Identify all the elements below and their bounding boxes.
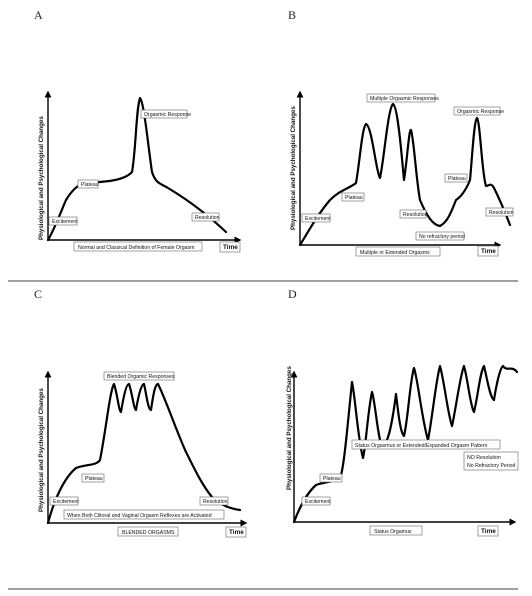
panel-d-no-resolution-box — [463, 451, 519, 471]
panel-a-time-label: Time — [223, 244, 238, 251]
panel-a-excitement-label: Excitement — [52, 219, 78, 225]
panel-a-excitement-box — [48, 216, 78, 226]
panel-a: A Physiological and Psychological Change… — [34, 8, 242, 253]
panel-a-resolution-box — [191, 212, 220, 222]
panel-b-time-box — [477, 245, 499, 257]
panel-d-plateau-box — [319, 473, 343, 483]
panel-c-blended-label: Blended Orgamic Responses — [107, 374, 175, 380]
panel-d-response-curve — [292, 364, 519, 524]
panel-c-x-label: BLENDED ORGASMS — [122, 530, 175, 536]
panel-c-reflexes-box — [63, 509, 225, 520]
panel-b-no-refractory-box — [415, 231, 465, 241]
panel-a-time-box — [219, 241, 241, 253]
panel-b-orgasmic-label: Orgasmic Response — [457, 109, 504, 115]
panel-d-excitement-label: Excitement — [305, 499, 331, 505]
panel-b-excitement-box — [301, 213, 331, 223]
panel-d: D Physiological and Psychological Change… — [286, 287, 519, 537]
panel-b-letter: B — [288, 8, 296, 22]
panel-d-y-label: Physiological and Psychological Changes — [286, 366, 293, 490]
panel-b-y-label: Physiological and Psychological Changes — [290, 106, 297, 230]
panel-c-plateau-label: Plateau — [85, 476, 103, 482]
panel-d-letter: D — [288, 287, 297, 301]
panel-b-excitement-label: Excitement — [305, 216, 331, 222]
panel-a-orgasmic-box — [140, 109, 188, 119]
panel-b-plateau1-label: Plateau — [345, 195, 363, 201]
panel-b-resolution2-box — [485, 207, 514, 217]
panel-d-x-label-box — [369, 525, 423, 536]
panel-c-plateau-box — [81, 473, 105, 483]
panel-c: C Physiological and Psychological Change… — [34, 287, 248, 538]
panel-d-status-box — [351, 439, 501, 450]
panel-d-excitement-box — [301, 496, 331, 506]
panel-c-excitement-box — [49, 496, 79, 506]
panel-a-y-label: Physiological and Psychological Changes — [38, 116, 45, 240]
panel-b-no-refractory-label: No refractory period — [419, 234, 465, 240]
panel-a-x-label: Normal and Classical Definition of Femal… — [78, 245, 194, 251]
panel-a-response-curve — [46, 96, 228, 242]
panel-b: B Physiological and Psychological Change… — [288, 8, 514, 257]
panel-b-x-label: Multiple or Extended Orgasms — [360, 250, 430, 256]
panel-d-status-label: Status Orgasmus or Extended/Expanded Org… — [355, 443, 487, 449]
panel-c-y-label: Physiological and Psychological Changes — [38, 388, 45, 512]
panel-c-blended-box — [103, 371, 175, 381]
panel-b-resolution1-box — [399, 209, 427, 219]
panel-a-orgasmic-label: Orgasmic Response — [144, 112, 191, 118]
panel-a-plateau-box — [77, 179, 99, 189]
panel-b-resolution1-label: Resolution — [403, 212, 428, 218]
panel-a-letter: A — [34, 8, 43, 22]
panel-b-multiple-label: Multiple Orgasmic Responses — [370, 96, 439, 102]
panel-c-x-label-box — [117, 526, 179, 537]
panel-c-excitement-label: Excitement — [53, 499, 79, 505]
panel-b-resolution2-label: Resolution — [489, 210, 514, 216]
panel-d-no-refractory-label: No Refractory Period — [467, 463, 516, 469]
panel-b-plateau2-label: Plateau — [448, 176, 466, 182]
panel-c-resolution-box — [199, 496, 229, 506]
panel-b-orgasmic-box — [453, 106, 501, 116]
panel-b-time-label: Time — [481, 248, 496, 255]
panel-c-response-curve — [46, 382, 242, 525]
panel-b-plateau1-box — [341, 192, 365, 202]
panel-b-multiple-box — [366, 93, 436, 103]
panel-d-plateau-label: Plateau — [323, 476, 341, 482]
panel-b-x-label-box — [355, 246, 441, 257]
panel-a-resolution-label: Resolution — [195, 215, 220, 221]
panel-c-time-label: Time — [229, 529, 244, 536]
panel-c-letter: C — [34, 287, 42, 301]
panel-d-time-label: Time — [481, 528, 496, 535]
panel-d-time-box — [477, 525, 499, 537]
panel-b-plateau2-box — [444, 173, 468, 183]
panel-b-response-curve — [298, 102, 512, 247]
panel-d-no-resolution-label: NO Resolution — [467, 455, 501, 461]
panel-a-x-label-box — [73, 241, 203, 252]
panel-d-x-label: Status Orgamus — [374, 529, 412, 535]
panel-c-time-box — [225, 526, 247, 538]
panel-a-plateau-label: Plateau — [81, 182, 99, 188]
panel-c-resolution-label: Resolution — [203, 499, 228, 505]
panel-c-reflexes-label: When Both Clitoral and Vaginal Orgasm Re… — [67, 513, 212, 519]
